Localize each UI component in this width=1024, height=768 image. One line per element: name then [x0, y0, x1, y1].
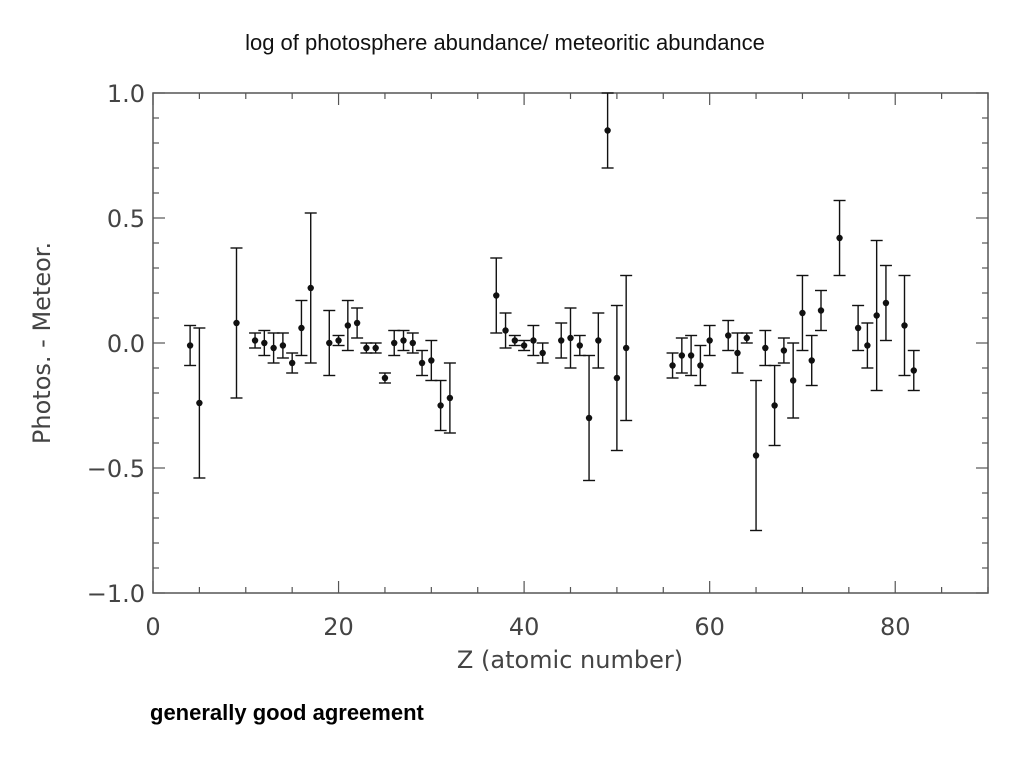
- data-point: [854, 324, 862, 332]
- data-point: [762, 344, 769, 352]
- data-point: [186, 342, 194, 349]
- data-point: [743, 334, 750, 342]
- data-point: [604, 127, 611, 134]
- data-point: [817, 307, 825, 314]
- data-point: [233, 319, 240, 327]
- data-point: [789, 377, 797, 384]
- data-point: [697, 362, 704, 369]
- data-point: [363, 344, 370, 352]
- data-point: [873, 312, 880, 319]
- data-point: [622, 344, 630, 352]
- axis-ticks: [152, 92, 989, 594]
- data-point: [910, 367, 917, 374]
- data-point: [687, 352, 695, 359]
- page-title: log of photosphere abundance/ meteoritic…: [245, 30, 765, 55]
- data-point: [511, 337, 519, 344]
- caption: generally good agreement: [150, 700, 424, 725]
- data-point: [780, 347, 788, 354]
- y-tick-label: 0.5: [107, 205, 145, 233]
- data-point: [400, 337, 407, 344]
- data-points: [186, 127, 917, 459]
- data-point: [446, 394, 454, 402]
- data-point: [567, 334, 574, 342]
- data-point: [428, 357, 435, 364]
- data-point: [595, 337, 602, 344]
- data-point: [437, 402, 444, 409]
- x-tick-label: 0: [145, 613, 160, 641]
- data-point: [391, 339, 398, 347]
- data-point: [261, 339, 268, 347]
- data-point: [298, 324, 305, 332]
- data-point: [576, 342, 583, 349]
- data-point: [418, 359, 426, 367]
- x-tick-label: 80: [880, 613, 911, 641]
- data-point: [539, 349, 546, 357]
- data-point: [196, 399, 203, 407]
- data-point: [493, 292, 500, 299]
- y-tick-label: 1.0: [107, 80, 145, 108]
- abundance-scatter-chart: 0 20 40 60 80 1.0 0.5 0.0 −0.5 −1.0 Z (atomic num…: [28, 80, 989, 674]
- data-point: [799, 309, 806, 317]
- data-point: [771, 402, 778, 409]
- data-point: [882, 299, 890, 307]
- y-axis-label: Photos. - Meteor.: [28, 242, 56, 444]
- data-point: [409, 339, 416, 347]
- data-point: [901, 322, 908, 329]
- data-point: [669, 362, 676, 369]
- y-tick-label: −0.5: [87, 455, 145, 483]
- data-point: [706, 337, 713, 344]
- x-tick-label: 20: [323, 613, 354, 641]
- data-point: [836, 234, 843, 242]
- data-point: [502, 327, 509, 334]
- x-tick-label: 60: [694, 613, 725, 641]
- x-axis-label: Z (atomic number): [457, 646, 683, 674]
- data-point: [307, 284, 314, 292]
- tick-labels: 0 20 40 60 80 1.0 0.5 0.0 −0.5 −1.0: [87, 80, 911, 641]
- data-point: [372, 344, 379, 352]
- data-point: [335, 337, 342, 344]
- data-point: [530, 337, 537, 344]
- data-point: [270, 344, 277, 352]
- data-point: [752, 452, 760, 459]
- error-bars: [184, 92, 920, 532]
- data-point: [344, 322, 352, 329]
- data-point: [585, 414, 593, 422]
- data-point: [613, 374, 621, 382]
- data-point: [381, 374, 389, 382]
- data-point: [279, 342, 287, 349]
- data-point: [864, 342, 871, 349]
- data-point: [288, 359, 296, 367]
- y-tick-label: −1.0: [87, 580, 145, 608]
- data-point: [734, 349, 741, 357]
- data-point: [678, 352, 686, 359]
- data-point: [725, 332, 732, 339]
- data-point: [326, 339, 333, 347]
- x-tick-label: 40: [509, 613, 540, 641]
- data-point: [353, 319, 361, 327]
- y-tick-label: 0.0: [107, 330, 145, 358]
- data-point: [808, 357, 815, 364]
- data-point: [520, 342, 528, 349]
- data-point: [558, 337, 565, 344]
- data-point: [251, 337, 259, 344]
